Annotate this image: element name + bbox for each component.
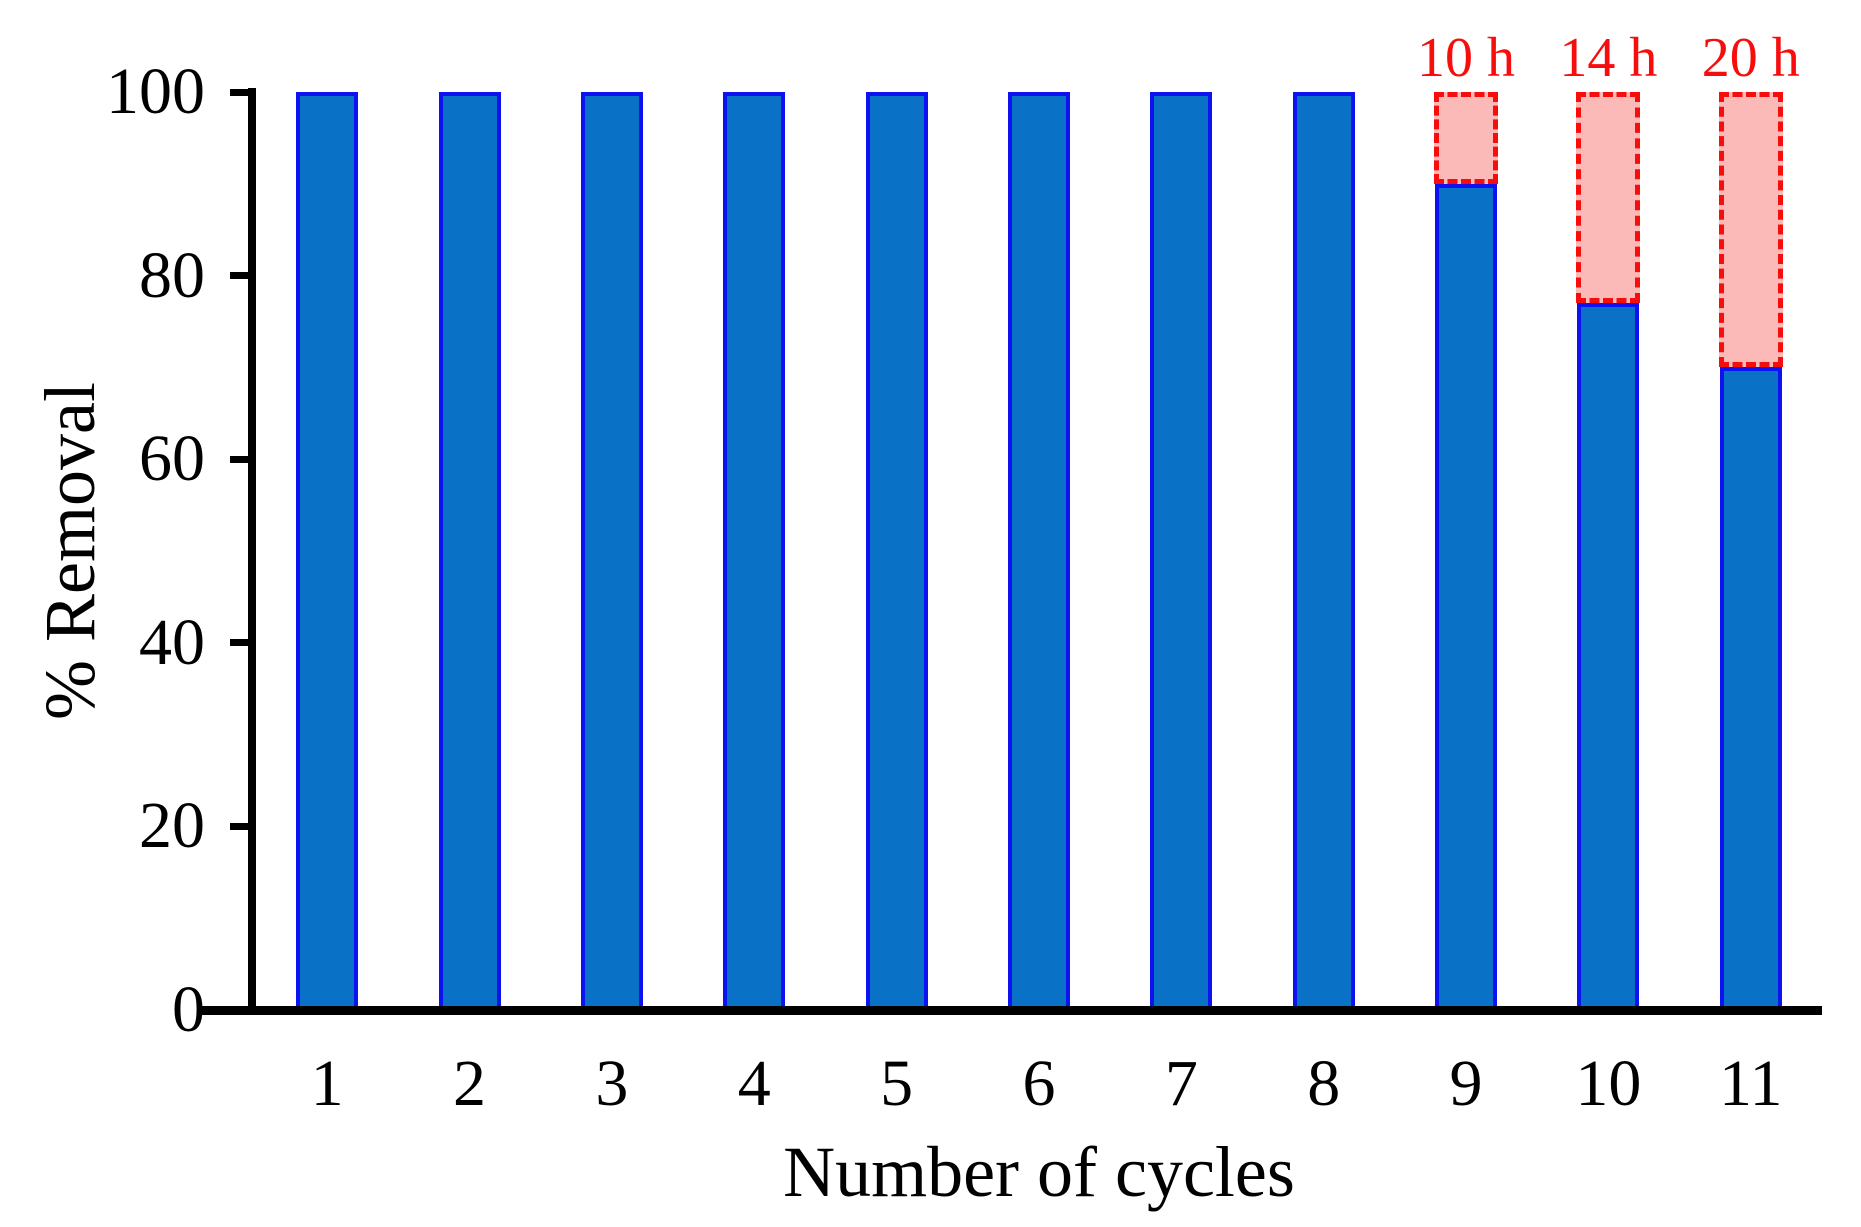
- bar-slot-cycle-8: [1253, 92, 1395, 1010]
- extension-label-cycle-11: 20 h: [1701, 27, 1800, 89]
- y-tick-label: 80: [139, 238, 205, 312]
- x-axis-tick-labels: 1 2 3 4 5 6 7 8 9 10 11: [256, 1048, 1822, 1120]
- y-axis-title: % Removal: [30, 382, 110, 720]
- x-tick-label-cycle-10: 10: [1575, 1047, 1642, 1120]
- extension-box-cycle-9: [1434, 92, 1499, 184]
- bar-slot-cycle-2: [398, 92, 540, 1010]
- x-tick-label-cycle-5: 5: [880, 1047, 914, 1120]
- extension-box-cycle-11: [1718, 92, 1783, 368]
- y-tick-label: 0: [172, 973, 205, 1046]
- y-axis-tick: [230, 88, 256, 96]
- x-tick-label-cycle-6: 6: [1022, 1047, 1056, 1120]
- bar-cycle-5: [865, 92, 928, 1010]
- bar-cycle-9: [1435, 183, 1498, 1010]
- bar-cycle-6: [1007, 92, 1070, 1010]
- bar-cycle-3: [580, 92, 643, 1010]
- y-axis-tick: [230, 639, 256, 647]
- bar-slot-cycle-3: [541, 92, 683, 1010]
- bar-slot-cycle-4: [683, 92, 825, 1010]
- x-tick-label-cycle-3: 3: [595, 1047, 629, 1120]
- y-axis-tick: [230, 822, 256, 830]
- bar-slot-cycle-6: [968, 92, 1110, 1010]
- x-tick-label-cycle-8: 8: [1307, 1047, 1341, 1120]
- bar-cycle-4: [723, 92, 786, 1010]
- bar-cycle-10: [1577, 303, 1640, 1010]
- bar-slot-cycle-10: 14 h: [1537, 30, 1679, 1010]
- y-axis-tick: [230, 272, 256, 280]
- extension-label-cycle-10: 14 h: [1559, 27, 1658, 89]
- bar-slot-cycle-9: 10 h: [1395, 30, 1537, 1010]
- x-tick-label-cycle-4: 4: [737, 1047, 771, 1120]
- y-axis-tick: [230, 455, 256, 463]
- y-axis-line: [248, 88, 256, 1013]
- y-tick-label: 100: [106, 55, 205, 128]
- x-axis-line: [200, 1006, 1822, 1015]
- y-tick-label: 40: [139, 605, 205, 679]
- y-tick-label: 20: [139, 789, 205, 863]
- bar-slot-cycle-11: 20 h: [1680, 30, 1822, 1010]
- bar-slot-cycle-5: [825, 92, 967, 1010]
- bar-slot-cycle-1: [256, 92, 398, 1010]
- bar-cycle-1: [296, 92, 359, 1010]
- x-tick-label-cycle-7: 7: [1164, 1047, 1198, 1120]
- bar-cycle-8: [1292, 92, 1355, 1010]
- x-tick-label-cycle-2: 2: [453, 1047, 487, 1120]
- extension-label-cycle-9: 10 h: [1417, 27, 1516, 89]
- x-axis-title: Number of cycles: [783, 1132, 1295, 1212]
- x-tick-label-cycle-11: 11: [1718, 1047, 1783, 1120]
- x-tick-label-cycle-9: 9: [1449, 1047, 1483, 1120]
- plot-area: 10 h 14 h 20 h: [256, 30, 1822, 1010]
- x-tick-label-cycle-1: 1: [310, 1047, 344, 1120]
- bar-cycle-7: [1150, 92, 1213, 1010]
- bar-cycle-11: [1719, 367, 1782, 1010]
- extension-box-cycle-10: [1576, 92, 1641, 304]
- bar-cycle-2: [438, 92, 501, 1010]
- bar-slot-cycle-7: [1110, 92, 1252, 1010]
- y-tick-label: 60: [139, 422, 205, 496]
